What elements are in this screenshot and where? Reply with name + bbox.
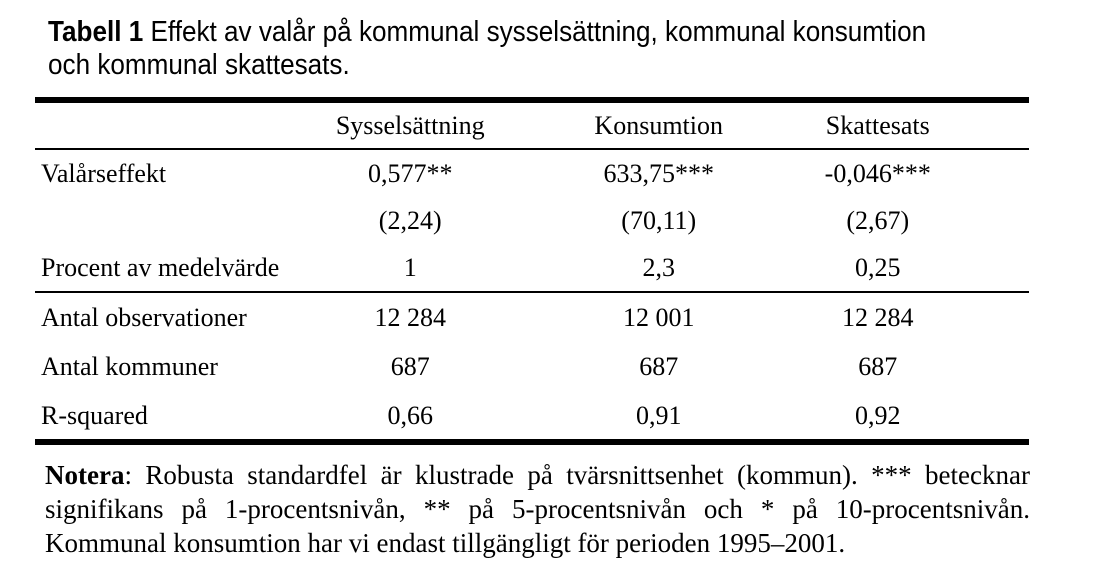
table-cell: 12 284: [374, 302, 446, 332]
note-line-2: signifikans på 1-procentsnivån, ** på 5-…: [45, 494, 1030, 524]
row-label: Procent av medelvärde: [41, 253, 280, 282]
results-table: Sysselsättning Konsumtion Skattesats Val…: [35, 97, 1029, 445]
table-cell: 0,91: [635, 400, 682, 430]
table-cell: 0,25: [855, 253, 901, 282]
table-cell: (2,24): [378, 206, 442, 235]
table-cell: -0,046***: [824, 158, 931, 188]
note-label: Notera: [45, 460, 125, 490]
table-row-r-squared: R-squared 0,66 0,91 0,92: [35, 392, 1029, 442]
row-label: [35, 197, 274, 245]
row-label: Antal observationer: [41, 302, 247, 332]
table-row-antal-observationer: Antal observationer 12 284 12 001 12 284: [35, 292, 1029, 342]
caption-label: Tabell 1: [48, 16, 144, 48]
table-row-valarseffekt: Valårseffekt 0,577** 633,75*** -0,046***: [35, 149, 1029, 197]
table-cell: (70,11): [621, 206, 697, 235]
header-row: Sysselsättning Konsumtion Skattesats: [35, 100, 1029, 149]
table-cell: 1: [403, 253, 417, 282]
column-header-skattesats: Skattesats: [825, 110, 930, 140]
table-cell: 12 001: [622, 302, 695, 332]
table-cell: 2,3: [642, 253, 675, 282]
column-header-konsumtion: Konsumtion: [594, 110, 723, 140]
table-cell: 0,66: [387, 400, 433, 430]
table-row-procent-av-medelvarde: Procent av medelvärde 1 2,3 0,25: [35, 245, 1029, 292]
table-row-tstats: (2,24) (70,11) (2,67): [35, 197, 1029, 245]
column-header-sysselsattning: Sysselsättning: [335, 110, 485, 140]
table-cell: (2,67): [846, 206, 910, 235]
table-row-antal-kommuner: Antal kommuner 687 687 687: [35, 342, 1029, 392]
table-cell: 633,75***: [603, 158, 714, 188]
table-cell: 12 284: [842, 302, 914, 332]
note-line-3: Kommunal konsumtion har vi endast tillgä…: [45, 528, 846, 558]
caption-text-line1: Effekt av valår på kommunal sysselsättni…: [143, 16, 927, 48]
table-cell: 0,92: [855, 400, 901, 430]
table-caption: Tabell 1 Effekt av valår på kommunal sys…: [48, 16, 926, 82]
table-note: Notera: Robusta standardfel är klustrade…: [45, 458, 1030, 560]
table-cell: 687: [390, 352, 430, 381]
column-header-empty: [35, 100, 274, 149]
table-cell: 687: [639, 352, 679, 381]
caption-line-2: och kommunal skattesats.: [48, 49, 926, 82]
note-text-line1: : Robusta standardfel är klustrade på tv…: [124, 460, 1030, 490]
caption-line-1: Tabell 1 Effekt av valår på kommunal sys…: [48, 16, 926, 49]
table-cell: 0,577**: [367, 158, 453, 188]
caption-text-line2: och kommunal skattesats.: [48, 49, 350, 81]
row-label: Antal kommuner: [41, 352, 218, 381]
note-line-1: Notera: Robusta standardfel är klustrade…: [45, 458, 1030, 492]
row-label: R-squared: [41, 400, 148, 430]
row-label: Valårseffekt: [41, 158, 167, 188]
table-cell: 687: [858, 352, 898, 381]
